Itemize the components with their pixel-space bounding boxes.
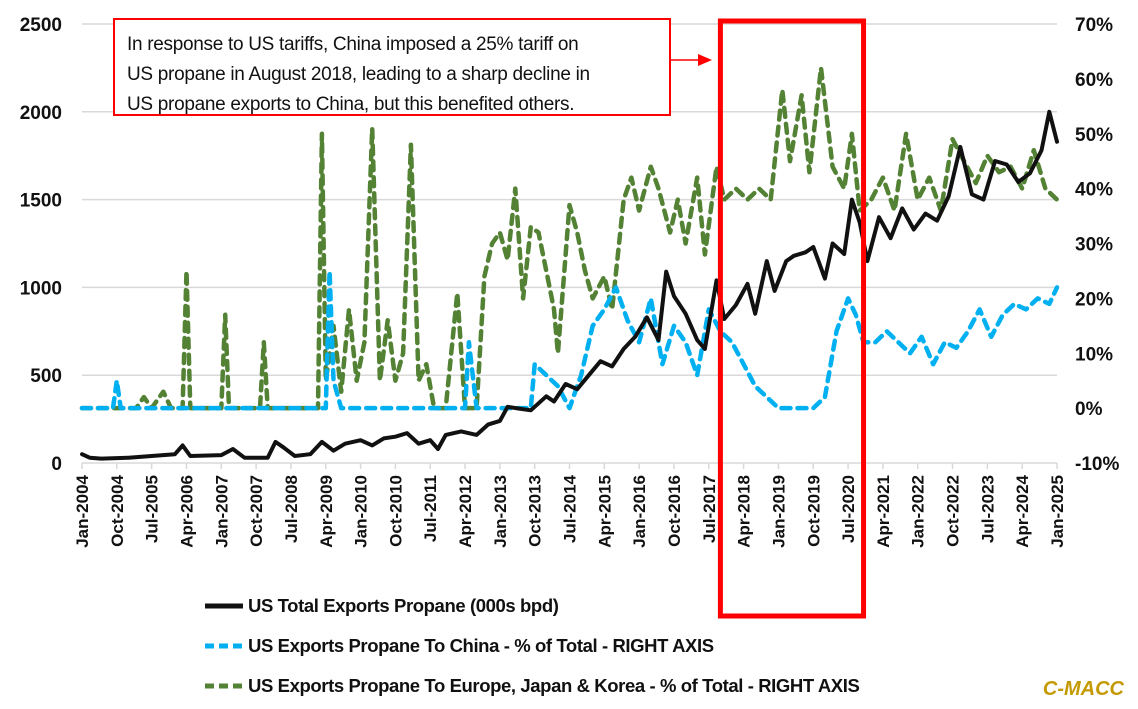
legend-label: US Total Exports Propane (000s bpd): [248, 595, 559, 616]
x-tick-label: Oct-2010: [386, 475, 405, 547]
x-tick-label: Jan-2004: [73, 474, 92, 547]
series-line-europe-japan-korea-share: [79, 65, 1060, 411]
legend-item-total[interactable]: US Total Exports Propane (000s bpd): [205, 586, 859, 626]
x-tick-label: Oct-2022: [944, 475, 963, 547]
legend-item-china[interactable]: US Exports Propane To China - % of Total…: [205, 626, 859, 666]
x-tick-label: Jul-2017: [700, 475, 719, 543]
x-tick-label: Apr-2015: [595, 475, 614, 548]
legend-swatch-dashed-blue: [205, 643, 243, 649]
series-line-total-exports: [80, 109, 1059, 461]
x-tick-label: Jul-2008: [282, 475, 301, 543]
left-tick-label: 0: [51, 454, 62, 475]
annotation-line-2: US propane in August 2018, leading to a …: [127, 64, 590, 85]
right-tick-label: 70%: [1075, 15, 1113, 36]
legend: US Total Exports Propane (000s bpd) US E…: [205, 586, 860, 706]
x-tick-label: Jan-2019: [769, 475, 788, 548]
legend-swatch-dashed-green: [205, 683, 243, 689]
series-line-china-share: [79, 268, 1060, 411]
left-tick-label: 1500: [20, 191, 62, 212]
right-tick-label: -10%: [1075, 454, 1119, 475]
annotation-line-1: In response to US tariffs, China imposed…: [127, 34, 579, 55]
highlight-rectangle: [717, 18, 867, 619]
x-tick-label: Oct-2019: [804, 475, 823, 547]
x-tick-label: Oct-2004: [108, 474, 127, 546]
x-tick-label: Jan-2010: [352, 475, 371, 548]
right-tick-label: 0%: [1075, 399, 1103, 420]
x-tick-label: Apr-2012: [456, 475, 475, 548]
x-tick-label: Jan-2025: [1048, 475, 1067, 548]
highlight-group: [671, 18, 867, 619]
legend-swatch-solid-black: [205, 603, 243, 609]
x-tick-label: Apr-2009: [317, 475, 336, 548]
x-tick-label: Jan-2016: [630, 475, 649, 548]
x-tick-label: Jan-2022: [909, 475, 928, 548]
legend-label: US Exports Propane To China - % of Total…: [248, 635, 714, 656]
x-tick-label: Oct-2013: [526, 475, 545, 547]
x-tick-label: Oct-2016: [665, 475, 684, 547]
x-tick-label: Jan-2013: [491, 475, 510, 548]
legend-item-ejk[interactable]: US Exports Propane To Europe, Japan & Ko…: [205, 666, 860, 706]
right-tick-label: 60%: [1075, 70, 1113, 91]
left-axis-ticks: 0 500 1000 1500 2000 2500: [20, 15, 62, 475]
right-axis-ticks: -10% 0% 10% 20% 30% 40% 50% 60% 70%: [1075, 15, 1119, 475]
right-tick-label: 20%: [1075, 289, 1113, 310]
x-tick-label: Apr-2021: [874, 475, 893, 548]
x-axis-ticks: Jan-2004 Oct-2004 Jul-2005 Apr-2006 Jan-2007…: [73, 463, 1067, 548]
watermark-logo: C-MACC: [1042, 678, 1124, 700]
right-tick-label: 30%: [1075, 235, 1113, 256]
x-tick-label: Apr-2006: [177, 475, 196, 548]
x-tick-label: Oct-2007: [247, 475, 266, 547]
x-tick-label: Jan-2007: [212, 475, 231, 548]
series-group: [79, 65, 1060, 461]
x-tick-label: Apr-2024: [1013, 474, 1032, 547]
annotation-line-3: US propane exports to China, but this be…: [127, 94, 575, 115]
left-tick-label: 1000: [20, 278, 62, 299]
annotation-box: In response to US tariffs, China imposed…: [113, 18, 671, 116]
legend-label: US Exports Propane To Europe, Japan & Ko…: [248, 675, 860, 696]
left-tick-label: 2500: [20, 15, 62, 36]
x-tick-label: Jul-2011: [421, 475, 440, 542]
x-tick-label: Jul-2020: [839, 475, 858, 543]
x-tick-label: Apr-2018: [735, 475, 754, 548]
x-tick-label: Jul-2014: [561, 474, 580, 543]
annotation-arrow-head: [698, 54, 712, 66]
right-tick-label: 40%: [1075, 180, 1113, 201]
right-tick-label: 50%: [1075, 125, 1113, 146]
left-tick-label: 500: [30, 366, 62, 387]
x-tick-label: Jul-2005: [143, 475, 162, 543]
x-tick-label: Jul-2023: [978, 475, 997, 543]
right-tick-label: 10%: [1075, 344, 1113, 365]
left-tick-label: 2000: [20, 103, 62, 124]
